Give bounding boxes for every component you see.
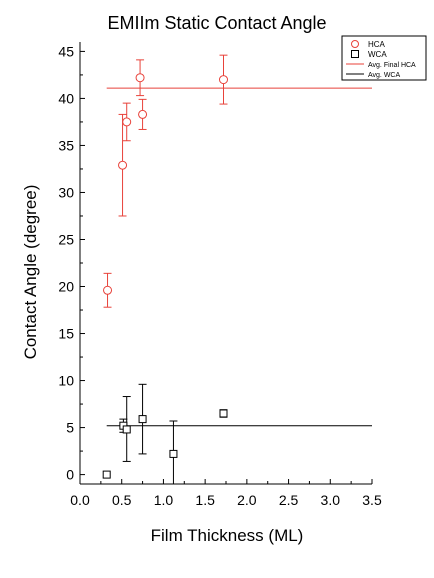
hca-point: [218, 75, 228, 85]
hca-point: [135, 73, 145, 83]
hca-point: [118, 160, 128, 170]
y-tick-label: 30: [58, 184, 74, 200]
x-tick-label: 1.5: [195, 492, 215, 508]
y-tick-label: 40: [58, 90, 74, 106]
average-lines: [106, 87, 372, 427]
y-axis: 0 5 10 15 20 25 30 35 40 45: [58, 43, 85, 483]
legend-label: Avg. Final HCA: [368, 62, 416, 69]
hca-point: [103, 285, 113, 295]
wca-point: [122, 425, 131, 434]
wca-point: [219, 409, 228, 418]
x-axis-label: Film Thickness (ML): [151, 526, 304, 545]
hca-point: [122, 117, 132, 127]
y-tick-label: 10: [58, 373, 74, 389]
legend-label: WCA: [368, 50, 387, 59]
y-tick-label: 5: [66, 420, 74, 436]
wca-point: [169, 449, 178, 458]
wca-point: [138, 415, 147, 424]
legend-label: Avg. WCA: [368, 72, 400, 79]
wca-point: [102, 470, 111, 479]
x-tick-label: 2.0: [237, 492, 257, 508]
chart-title: EMIIm Static Contact Angle: [107, 13, 326, 33]
y-tick-label: 45: [58, 43, 74, 59]
hca-point: [138, 109, 148, 119]
y-tick-label: 20: [58, 279, 74, 295]
x-tick-label: 0.0: [70, 492, 90, 508]
y-tick-label: 15: [58, 326, 74, 342]
x-axis: 0.0 0.5 1.0 1.5 2.0 2.5 3.0 3.5: [70, 479, 382, 508]
legend-label: HCA: [368, 40, 386, 49]
data-points: [102, 73, 228, 479]
y-axis-label: Contact Angle (degree): [21, 185, 40, 360]
x-tick-label: 3.0: [321, 492, 341, 508]
y-tick-label: 35: [58, 137, 74, 153]
y-tick-label: 0: [66, 467, 74, 483]
error-bars: [103, 54, 228, 485]
y-tick-label: 25: [58, 231, 74, 247]
x-tick-label: 0.5: [112, 492, 132, 508]
x-tick-label: 2.5: [279, 492, 299, 508]
x-tick-label: 3.5: [362, 492, 382, 508]
legend-square-icon: [351, 50, 359, 58]
x-tick-label: 1.0: [154, 492, 174, 508]
legend-circle-icon: [351, 40, 359, 48]
